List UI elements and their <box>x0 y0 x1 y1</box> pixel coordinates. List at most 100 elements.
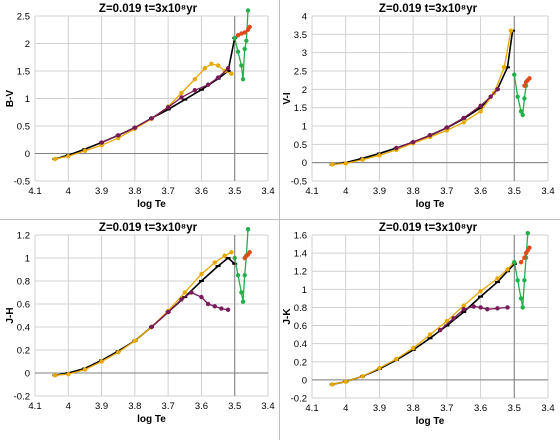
data-point <box>410 345 416 351</box>
data-point <box>189 290 194 295</box>
y-tick-label: 0.8 <box>294 303 307 314</box>
x-tick-label: 3.5 <box>508 186 521 197</box>
data-point <box>165 105 171 110</box>
series-line <box>151 291 229 328</box>
x-tick-label: 4 <box>343 403 348 414</box>
data-point <box>478 103 483 109</box>
chart-title: Z=0.019 t=3x10⁸yr <box>99 222 198 234</box>
data-point <box>179 95 184 100</box>
y-tick-label: 0.2 <box>294 357 307 368</box>
x-tick-label: 3.7 <box>440 186 453 197</box>
data-point <box>149 116 154 121</box>
data-point <box>99 359 104 364</box>
data-point <box>209 61 214 67</box>
data-point <box>232 35 237 41</box>
data-point <box>471 304 477 309</box>
data-point <box>232 255 237 261</box>
data-point <box>461 115 466 121</box>
y-tick-label: 0 <box>302 375 307 386</box>
y-tick-label: 0 <box>302 158 307 169</box>
data-point <box>377 365 382 371</box>
chart-title: Z=0.019 t=3x10⁸yr <box>379 222 478 234</box>
data-point <box>242 30 247 35</box>
x-tick-label: 3.9 <box>95 401 108 412</box>
x-tick-label: 3.9 <box>373 403 386 414</box>
data-point <box>437 327 443 333</box>
data-point <box>495 306 500 311</box>
data-point <box>239 290 244 295</box>
x-tick-label: 3.9 <box>373 186 386 197</box>
data-point <box>199 294 204 300</box>
data-point <box>225 66 231 71</box>
x-tick-label: 4 <box>343 186 348 197</box>
y-tick-label: 1.5 <box>294 103 307 114</box>
y-tick-label: -0.5 <box>14 177 30 188</box>
data-point <box>240 299 246 304</box>
data-point <box>485 307 490 312</box>
y-tick-label: -0.2 <box>291 394 307 405</box>
data-point <box>427 332 433 337</box>
y-tick-label: 1.5 <box>17 67 30 78</box>
x-tick-label: 3.5 <box>508 403 521 414</box>
x-tick-label: 3.8 <box>407 403 420 414</box>
data-point <box>245 227 251 232</box>
data-point <box>116 350 121 355</box>
data-point <box>360 374 365 379</box>
data-point <box>330 162 335 167</box>
y-tick-label: 0 <box>25 369 30 380</box>
x-tick-label: 3.7 <box>162 401 175 412</box>
y-axis-label: B-V <box>5 90 16 108</box>
data-point <box>247 24 252 30</box>
x-tick-label: 3.8 <box>128 186 141 197</box>
data-point <box>461 120 466 125</box>
data-point <box>410 139 416 145</box>
data-point <box>66 371 71 377</box>
y-tick-label: 1.4 <box>294 249 307 260</box>
data-point <box>461 303 466 308</box>
data-point <box>518 259 524 265</box>
y-tick-label: 4 <box>302 12 307 23</box>
data-point <box>66 154 71 159</box>
x-tick-label: 4.1 <box>28 186 41 197</box>
y-tick-label: 1 <box>302 285 307 296</box>
y-tick-label: 0.4 <box>17 323 30 334</box>
data-point <box>522 278 527 283</box>
x-axis-label: log Te <box>416 416 445 427</box>
x-tick-label: 3.5 <box>228 186 241 197</box>
data-point <box>247 250 252 255</box>
data-point <box>219 306 224 311</box>
y-tick-label: 0.5 <box>294 140 307 151</box>
y-tick-label: 2 <box>302 85 307 96</box>
x-tick-label: 4.1 <box>28 401 41 412</box>
y-tick-label: 2.5 <box>294 67 307 78</box>
x-axis-label: log Te <box>137 199 166 210</box>
data-point <box>444 318 450 324</box>
data-point <box>512 72 517 77</box>
y-tick-label: 3.5 <box>294 30 307 41</box>
data-point <box>149 324 154 330</box>
x-tick-label: 3.6 <box>195 186 208 197</box>
data-point <box>478 288 483 294</box>
y-tick-label: 1.2 <box>294 267 307 278</box>
chart-title: Z=0.019 t=3x10⁸yr <box>99 3 198 15</box>
series-line <box>54 63 232 160</box>
y-tick-label: 0.8 <box>17 277 30 288</box>
data-point <box>394 145 399 151</box>
data-point <box>508 28 514 33</box>
data-point <box>495 87 500 92</box>
data-point <box>525 230 530 236</box>
data-point <box>99 140 104 145</box>
data-point <box>520 305 525 310</box>
data-point <box>215 75 221 80</box>
data-point <box>192 77 197 82</box>
data-point <box>212 304 217 309</box>
data-point <box>360 157 365 162</box>
data-point <box>235 273 241 278</box>
data-point <box>192 88 197 93</box>
data-point <box>199 271 204 277</box>
y-tick-label: 1 <box>302 122 307 133</box>
data-point <box>52 156 58 162</box>
data-point <box>505 305 510 310</box>
